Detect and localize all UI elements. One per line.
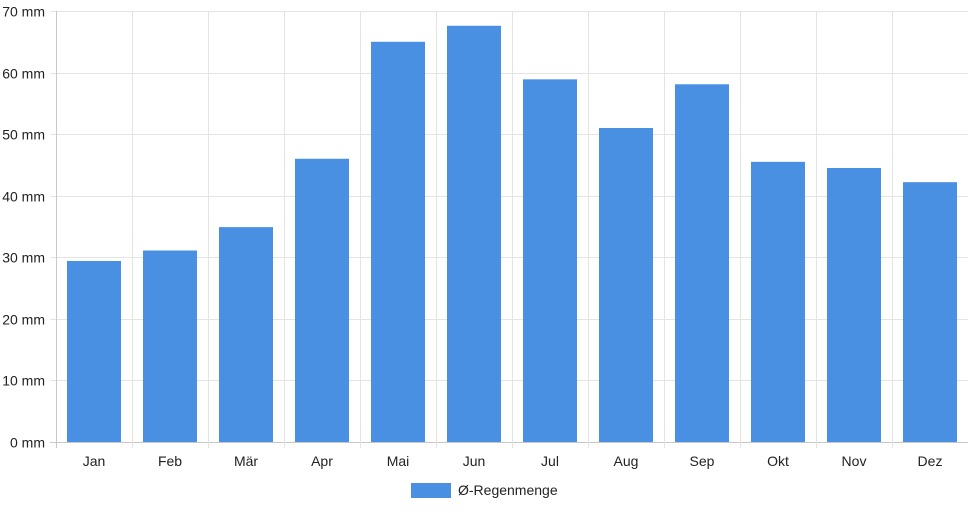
axis-layer: 0 mm 10 mm 20 mm 30 mm 40 mm 50 mm 60 mm 70 mm J… [2,4,942,470]
x-tick-label: Sep [690,453,715,469]
bar [599,127,653,442]
x-tick-label: Mär [234,453,258,469]
x-tick-label: Feb [158,453,182,469]
bar [447,25,501,443]
x-tick-label: Nov [842,453,867,469]
bar [827,168,881,442]
y-tick-label: 30 mm [2,250,45,266]
legend[interactable]: Ø-Regenmenge [411,482,558,498]
x-tick-label: Aug [614,453,639,469]
bar [371,41,425,443]
y-tick-label: 50 mm [2,127,45,143]
x-tick-label: Jun [463,453,486,469]
y-tick-label: 70 mm [2,4,45,20]
y-tick-label: 40 mm [2,189,45,205]
bar [219,227,273,442]
y-tick-label: 60 mm [2,66,45,82]
x-tick-label: Dez [918,453,943,469]
y-tick-label: 10 mm [2,373,45,389]
bar [675,84,729,443]
y-tick-label: 20 mm [2,312,45,328]
bar [751,161,805,442]
x-tick-label: Okt [767,453,789,469]
x-tick-label: Jan [83,453,106,469]
bar [903,182,957,442]
grid-layer [50,11,968,448]
x-tick-label: Apr [311,453,333,469]
bar [67,260,121,442]
x-tick-label: Jul [541,453,559,469]
bar [295,158,349,442]
bar [523,79,577,442]
bars-layer [67,25,957,443]
x-tick-label: Mai [387,453,410,469]
legend-swatch [411,483,451,498]
legend-label: Ø-Regenmenge [458,482,558,498]
bar [143,250,197,442]
y-tick-label: 0 mm [10,435,45,451]
